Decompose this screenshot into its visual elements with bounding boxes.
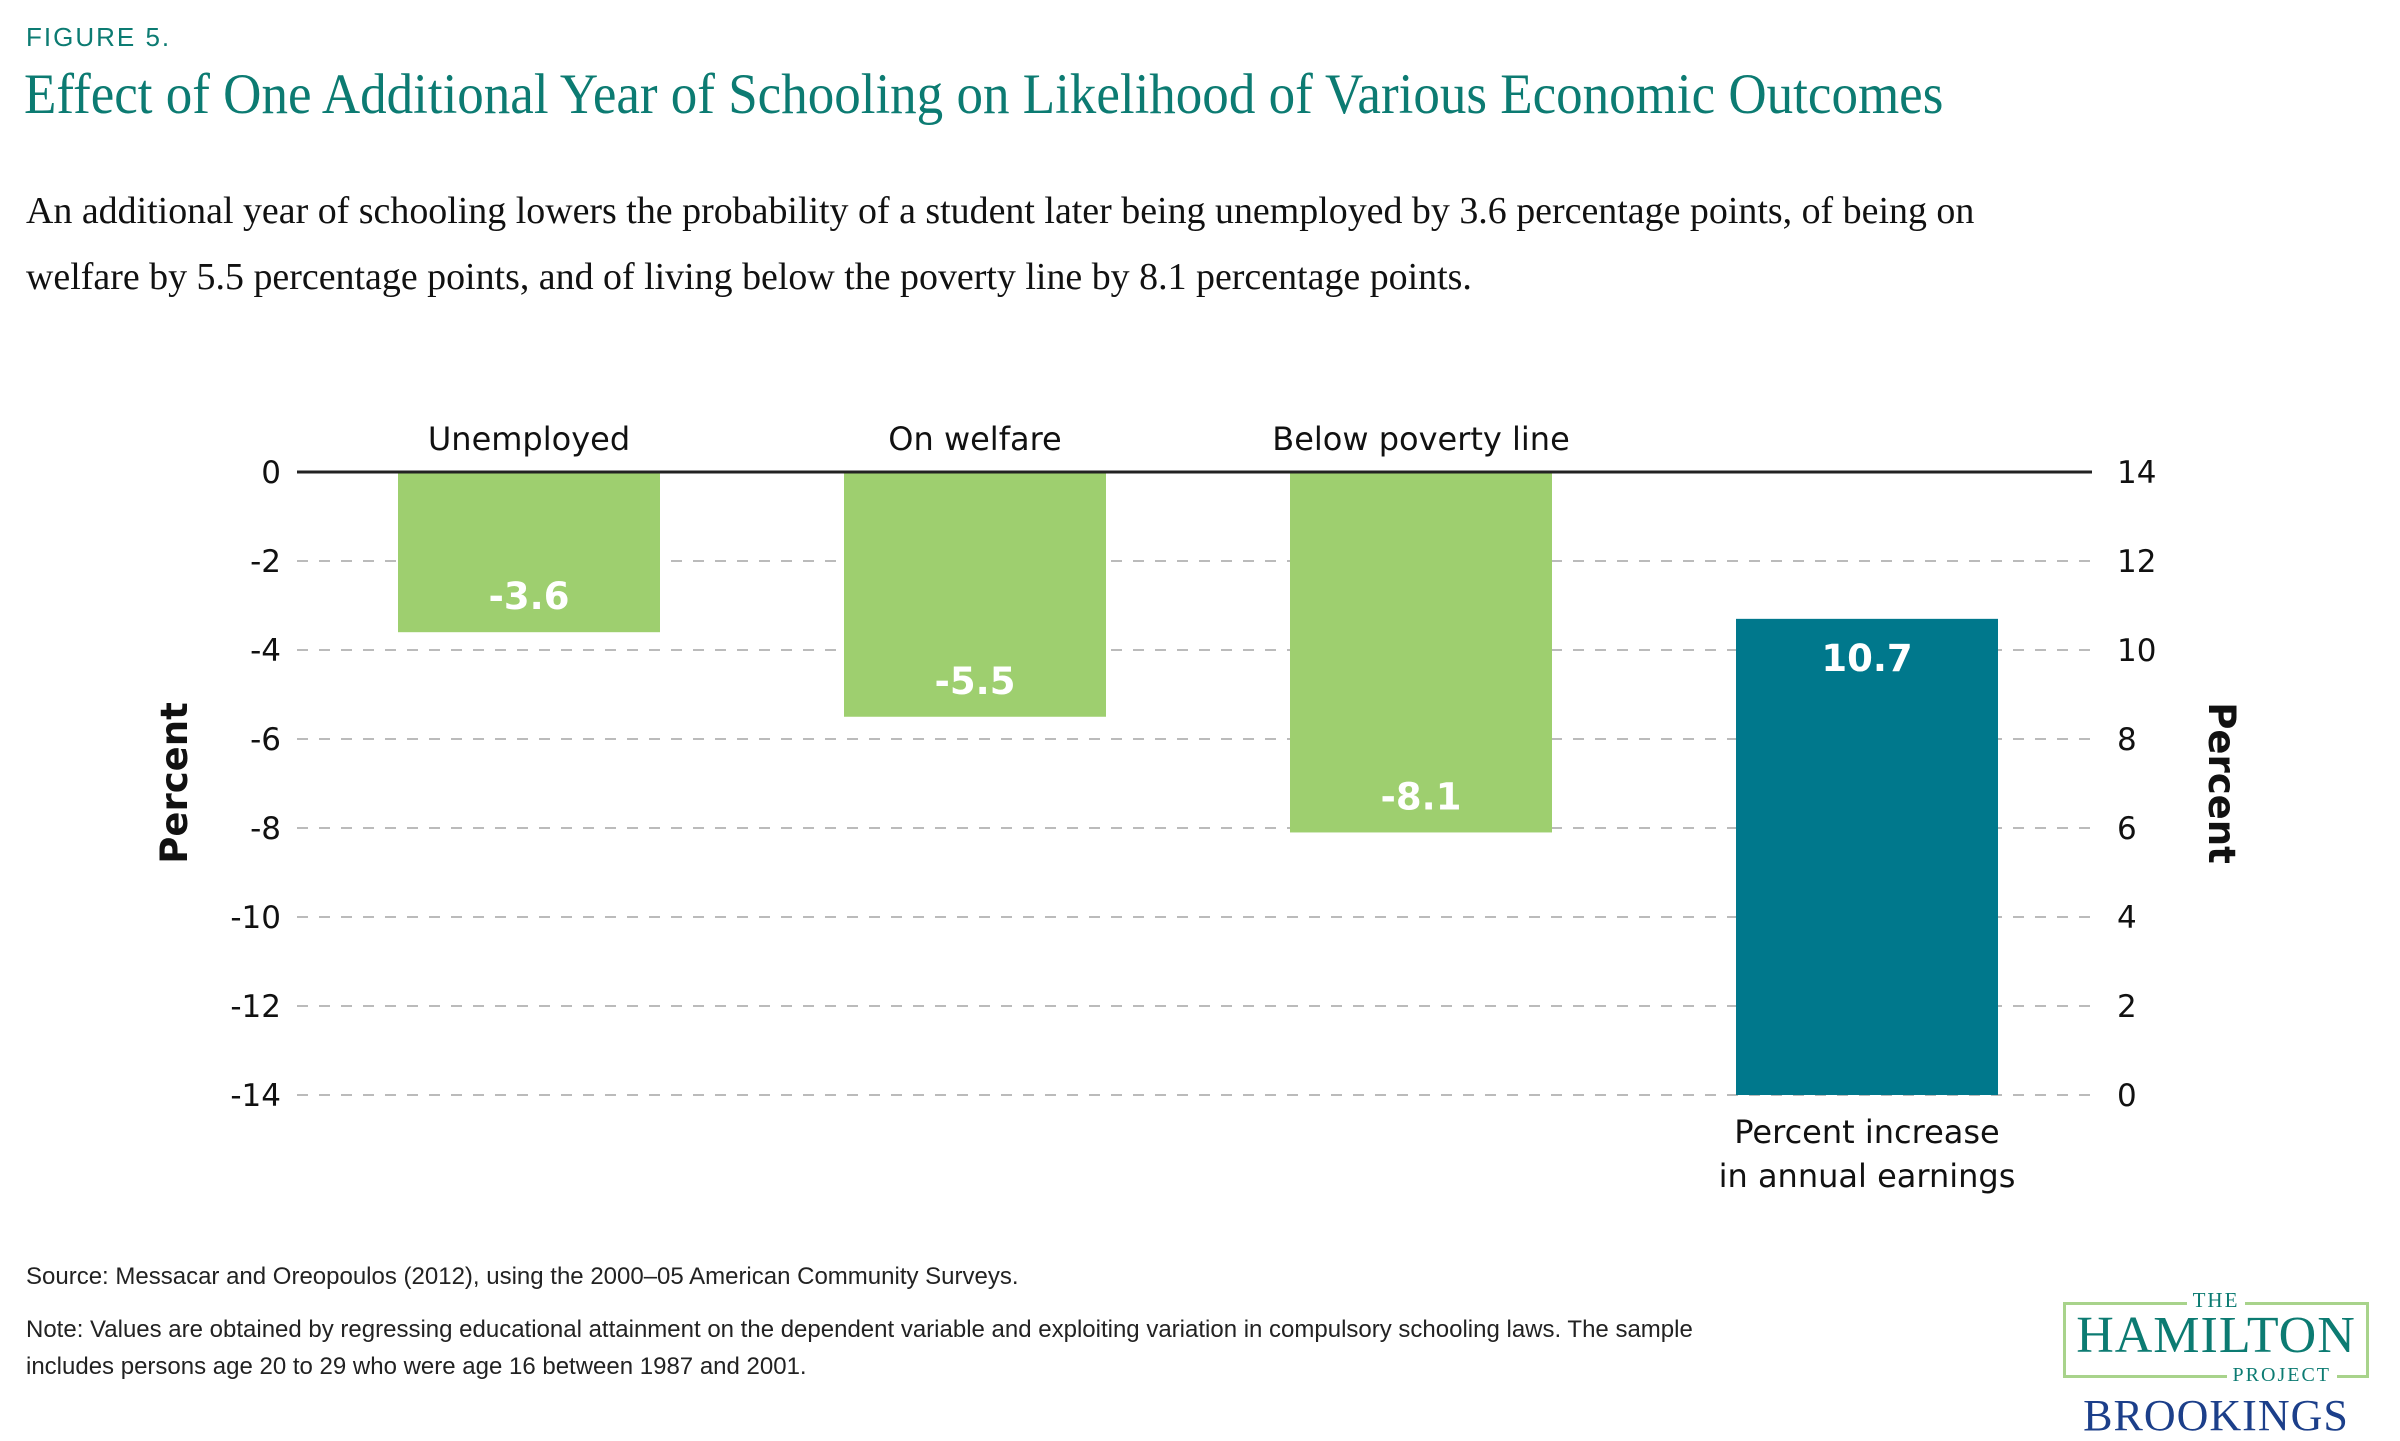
source-note: Source: Messacar and Oreopoulos (2012), …: [26, 1263, 1019, 1290]
left-tick-label: -12: [230, 989, 281, 1025]
right-axis-label: Percent: [2200, 702, 2243, 864]
logo-brookings: BROOKINGS: [2083, 1391, 2349, 1440]
bar-value-label: 10.7: [1821, 637, 1912, 680]
subtitle-line: welfare by 5.5 percentage points, and of…: [26, 256, 1472, 298]
logo-project: PROJECT: [2226, 1364, 2337, 1386]
bar-value-label: -8.1: [1381, 775, 1462, 818]
left-tick-label: -6: [250, 722, 281, 758]
bar-value-label: -3.6: [489, 575, 570, 618]
left-tick-label: -2: [250, 544, 281, 580]
left-tick-label: 0: [261, 455, 281, 491]
right-tick-label: 2: [2117, 989, 2137, 1025]
category-label: Unemployed: [428, 420, 630, 458]
logo-hamilton: HAMILTON: [2076, 1307, 2356, 1364]
bar-value-label: -5.5: [935, 660, 1016, 703]
category-label: Below poverty line: [1272, 420, 1570, 458]
left-tick-label: -10: [230, 900, 281, 936]
right-tick-label: 12: [2117, 544, 2156, 580]
note-line: includes persons age 20 to 29 who were a…: [26, 1353, 807, 1380]
right-tick-label: 14: [2117, 455, 2156, 491]
bar-unemployed: [398, 472, 660, 633]
chart-subtitle: An additional year of schooling lowers t…: [26, 178, 2390, 310]
category-labels: Unemployed On welfare Below poverty line Pe…: [428, 420, 2016, 1195]
left-axis-ticks: 0 -2 -4 -6 -8 -10 -12 -14: [230, 455, 281, 1114]
value-labels: -3.6 -5.5 -8.1 10.7: [489, 575, 1913, 818]
logo-the: THE: [2186, 1288, 2246, 1312]
chart-title: Effect of One Additional Year of Schooli…: [24, 63, 1944, 126]
right-tick-label: 6: [2117, 811, 2137, 847]
bar-percent-increase-in-annual-earnings: [1736, 618, 1998, 1095]
right-tick-label: 4: [2117, 900, 2137, 936]
left-tick-label: -8: [250, 811, 281, 847]
methodology-note: Note: Values are obtained by regressing …: [26, 1311, 1693, 1385]
right-tick-label: 0: [2117, 1078, 2137, 1114]
bars: [398, 472, 1998, 1095]
figure-label: FIGURE 5.: [26, 22, 172, 52]
category-label: On welfare: [888, 420, 1061, 458]
left-axis-label: Percent: [153, 702, 196, 864]
category-label: in annual earnings: [1719, 1157, 2016, 1195]
bar-below-poverty-line: [1290, 472, 1552, 833]
category-label: Percent increase: [1734, 1113, 1999, 1151]
hamilton-project-brookings-logo: THE HAMILTON PROJECT BROOKINGS: [2061, 1276, 2371, 1440]
subtitle-line: An additional year of schooling lowers t…: [26, 190, 1975, 232]
right-tick-label: 8: [2117, 722, 2137, 758]
left-tick-label: -4: [250, 633, 281, 669]
note-line: Note: Values are obtained by regressing …: [26, 1316, 1693, 1343]
bar-on-welfare: [844, 472, 1106, 717]
right-axis-ticks: 14 12 10 8 6 4 2 0: [2117, 455, 2156, 1114]
right-tick-label: 10: [2117, 633, 2156, 669]
left-tick-label: -14: [230, 1078, 281, 1114]
